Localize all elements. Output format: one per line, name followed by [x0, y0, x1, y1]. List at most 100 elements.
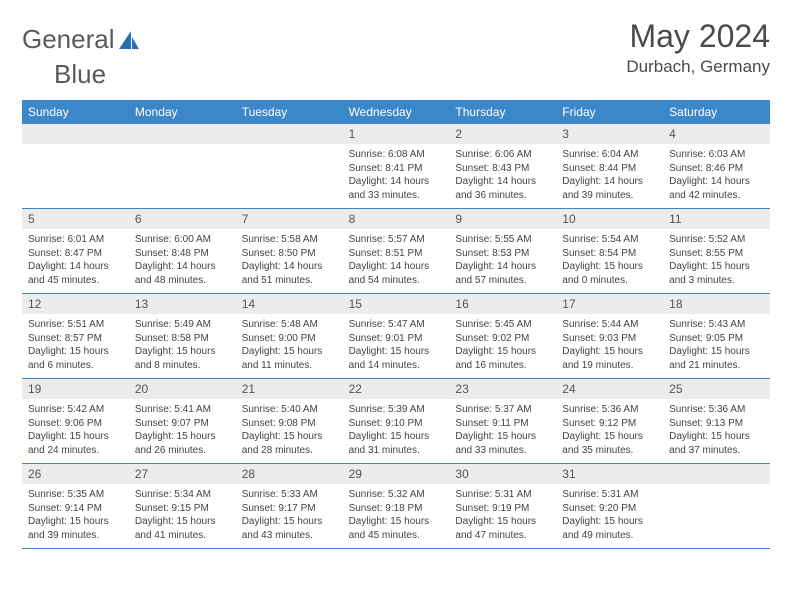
- day-body: Sunrise: 6:04 AMSunset: 8:44 PMDaylight:…: [556, 144, 663, 208]
- day-body: Sunrise: 5:31 AMSunset: 9:19 PMDaylight:…: [449, 484, 556, 548]
- week-row: 5Sunrise: 6:01 AMSunset: 8:47 PMDaylight…: [22, 209, 770, 294]
- day-number: 2: [449, 124, 556, 144]
- day-number: 18: [663, 294, 770, 314]
- day-number: 5: [22, 209, 129, 229]
- day-number: 12: [22, 294, 129, 314]
- day-number: 29: [343, 464, 450, 484]
- day-cell-3: 3Sunrise: 6:04 AMSunset: 8:44 PMDaylight…: [556, 124, 663, 208]
- day-cell-9: 9Sunrise: 5:55 AMSunset: 8:53 PMDaylight…: [449, 209, 556, 293]
- week-row: 12Sunrise: 5:51 AMSunset: 8:57 PMDayligh…: [22, 294, 770, 379]
- day-cell-23: 23Sunrise: 5:37 AMSunset: 9:11 PMDayligh…: [449, 379, 556, 463]
- day-body: Sunrise: 5:41 AMSunset: 9:07 PMDaylight:…: [129, 399, 236, 463]
- day-cell-30: 30Sunrise: 5:31 AMSunset: 9:19 PMDayligh…: [449, 464, 556, 548]
- day-number: 28: [236, 464, 343, 484]
- day-cell-12: 12Sunrise: 5:51 AMSunset: 8:57 PMDayligh…: [22, 294, 129, 378]
- day-cell-31: 31Sunrise: 5:31 AMSunset: 9:20 PMDayligh…: [556, 464, 663, 548]
- weekday-thursday: Thursday: [449, 100, 556, 124]
- day-number: 16: [449, 294, 556, 314]
- weekday-header-row: SundayMondayTuesdayWednesdayThursdayFrid…: [22, 100, 770, 124]
- day-body: Sunrise: 6:08 AMSunset: 8:41 PMDaylight:…: [343, 144, 450, 208]
- weekday-saturday: Saturday: [663, 100, 770, 124]
- day-cell-6: 6Sunrise: 6:00 AMSunset: 8:48 PMDaylight…: [129, 209, 236, 293]
- day-number: 11: [663, 209, 770, 229]
- day-body: Sunrise: 5:44 AMSunset: 9:03 PMDaylight:…: [556, 314, 663, 378]
- day-number: 14: [236, 294, 343, 314]
- day-cell-11: 11Sunrise: 5:52 AMSunset: 8:55 PMDayligh…: [663, 209, 770, 293]
- day-cell-1: 1Sunrise: 6:08 AMSunset: 8:41 PMDaylight…: [343, 124, 450, 208]
- day-number: 20: [129, 379, 236, 399]
- weeks-container: 1Sunrise: 6:08 AMSunset: 8:41 PMDaylight…: [22, 124, 770, 549]
- empty-cell: [22, 124, 129, 208]
- day-cell-19: 19Sunrise: 5:42 AMSunset: 9:06 PMDayligh…: [22, 379, 129, 463]
- day-cell-24: 24Sunrise: 5:36 AMSunset: 9:12 PMDayligh…: [556, 379, 663, 463]
- day-number: 7: [236, 209, 343, 229]
- day-body: Sunrise: 5:34 AMSunset: 9:15 PMDaylight:…: [129, 484, 236, 548]
- day-body: Sunrise: 6:06 AMSunset: 8:43 PMDaylight:…: [449, 144, 556, 208]
- logo-text-1: General: [22, 24, 115, 55]
- day-number: 6: [129, 209, 236, 229]
- day-number: 15: [343, 294, 450, 314]
- day-number: 31: [556, 464, 663, 484]
- day-cell-13: 13Sunrise: 5:49 AMSunset: 8:58 PMDayligh…: [129, 294, 236, 378]
- weekday-tuesday: Tuesday: [236, 100, 343, 124]
- day-cell-25: 25Sunrise: 5:36 AMSunset: 9:13 PMDayligh…: [663, 379, 770, 463]
- day-body: Sunrise: 5:35 AMSunset: 9:14 PMDaylight:…: [22, 484, 129, 548]
- calendar: SundayMondayTuesdayWednesdayThursdayFrid…: [22, 100, 770, 549]
- empty-num: [129, 124, 236, 144]
- day-cell-18: 18Sunrise: 5:43 AMSunset: 9:05 PMDayligh…: [663, 294, 770, 378]
- day-body: Sunrise: 5:55 AMSunset: 8:53 PMDaylight:…: [449, 229, 556, 293]
- empty-cell: [129, 124, 236, 208]
- day-number: 9: [449, 209, 556, 229]
- day-cell-8: 8Sunrise: 5:57 AMSunset: 8:51 PMDaylight…: [343, 209, 450, 293]
- day-cell-15: 15Sunrise: 5:47 AMSunset: 9:01 PMDayligh…: [343, 294, 450, 378]
- day-number: 21: [236, 379, 343, 399]
- day-number: 1: [343, 124, 450, 144]
- day-body: Sunrise: 5:57 AMSunset: 8:51 PMDaylight:…: [343, 229, 450, 293]
- logo-text-2: Blue: [54, 59, 770, 90]
- day-body: Sunrise: 5:40 AMSunset: 9:08 PMDaylight:…: [236, 399, 343, 463]
- day-cell-26: 26Sunrise: 5:35 AMSunset: 9:14 PMDayligh…: [22, 464, 129, 548]
- week-row: 19Sunrise: 5:42 AMSunset: 9:06 PMDayligh…: [22, 379, 770, 464]
- day-body: Sunrise: 5:58 AMSunset: 8:50 PMDaylight:…: [236, 229, 343, 293]
- empty-num: [236, 124, 343, 144]
- empty-cell: [236, 124, 343, 208]
- day-cell-20: 20Sunrise: 5:41 AMSunset: 9:07 PMDayligh…: [129, 379, 236, 463]
- day-cell-21: 21Sunrise: 5:40 AMSunset: 9:08 PMDayligh…: [236, 379, 343, 463]
- empty-cell: [663, 464, 770, 548]
- week-row: 1Sunrise: 6:08 AMSunset: 8:41 PMDaylight…: [22, 124, 770, 209]
- day-cell-2: 2Sunrise: 6:06 AMSunset: 8:43 PMDaylight…: [449, 124, 556, 208]
- day-number: 3: [556, 124, 663, 144]
- day-cell-14: 14Sunrise: 5:48 AMSunset: 9:00 PMDayligh…: [236, 294, 343, 378]
- day-number: 10: [556, 209, 663, 229]
- day-cell-16: 16Sunrise: 5:45 AMSunset: 9:02 PMDayligh…: [449, 294, 556, 378]
- logo: General: [22, 24, 143, 55]
- weekday-sunday: Sunday: [22, 100, 129, 124]
- day-cell-7: 7Sunrise: 5:58 AMSunset: 8:50 PMDaylight…: [236, 209, 343, 293]
- day-number: 4: [663, 124, 770, 144]
- day-body: Sunrise: 5:36 AMSunset: 9:13 PMDaylight:…: [663, 399, 770, 463]
- day-number: 26: [22, 464, 129, 484]
- day-cell-29: 29Sunrise: 5:32 AMSunset: 9:18 PMDayligh…: [343, 464, 450, 548]
- day-cell-17: 17Sunrise: 5:44 AMSunset: 9:03 PMDayligh…: [556, 294, 663, 378]
- day-cell-4: 4Sunrise: 6:03 AMSunset: 8:46 PMDaylight…: [663, 124, 770, 208]
- day-cell-5: 5Sunrise: 6:01 AMSunset: 8:47 PMDaylight…: [22, 209, 129, 293]
- day-body: Sunrise: 5:32 AMSunset: 9:18 PMDaylight:…: [343, 484, 450, 548]
- day-number: 13: [129, 294, 236, 314]
- day-number: 25: [663, 379, 770, 399]
- day-body: Sunrise: 5:45 AMSunset: 9:02 PMDaylight:…: [449, 314, 556, 378]
- month-title: May 2024: [626, 18, 770, 55]
- day-body: Sunrise: 5:51 AMSunset: 8:57 PMDaylight:…: [22, 314, 129, 378]
- logo-sail-icon: [117, 29, 143, 51]
- day-number: 30: [449, 464, 556, 484]
- day-cell-28: 28Sunrise: 5:33 AMSunset: 9:17 PMDayligh…: [236, 464, 343, 548]
- day-number: 8: [343, 209, 450, 229]
- day-body: Sunrise: 5:54 AMSunset: 8:54 PMDaylight:…: [556, 229, 663, 293]
- day-body: Sunrise: 5:33 AMSunset: 9:17 PMDaylight:…: [236, 484, 343, 548]
- day-body: Sunrise: 6:03 AMSunset: 8:46 PMDaylight:…: [663, 144, 770, 208]
- day-body: Sunrise: 5:36 AMSunset: 9:12 PMDaylight:…: [556, 399, 663, 463]
- day-body: Sunrise: 5:39 AMSunset: 9:10 PMDaylight:…: [343, 399, 450, 463]
- day-body: Sunrise: 6:01 AMSunset: 8:47 PMDaylight:…: [22, 229, 129, 293]
- day-body: Sunrise: 5:49 AMSunset: 8:58 PMDaylight:…: [129, 314, 236, 378]
- day-number: 22: [343, 379, 450, 399]
- empty-num: [663, 464, 770, 484]
